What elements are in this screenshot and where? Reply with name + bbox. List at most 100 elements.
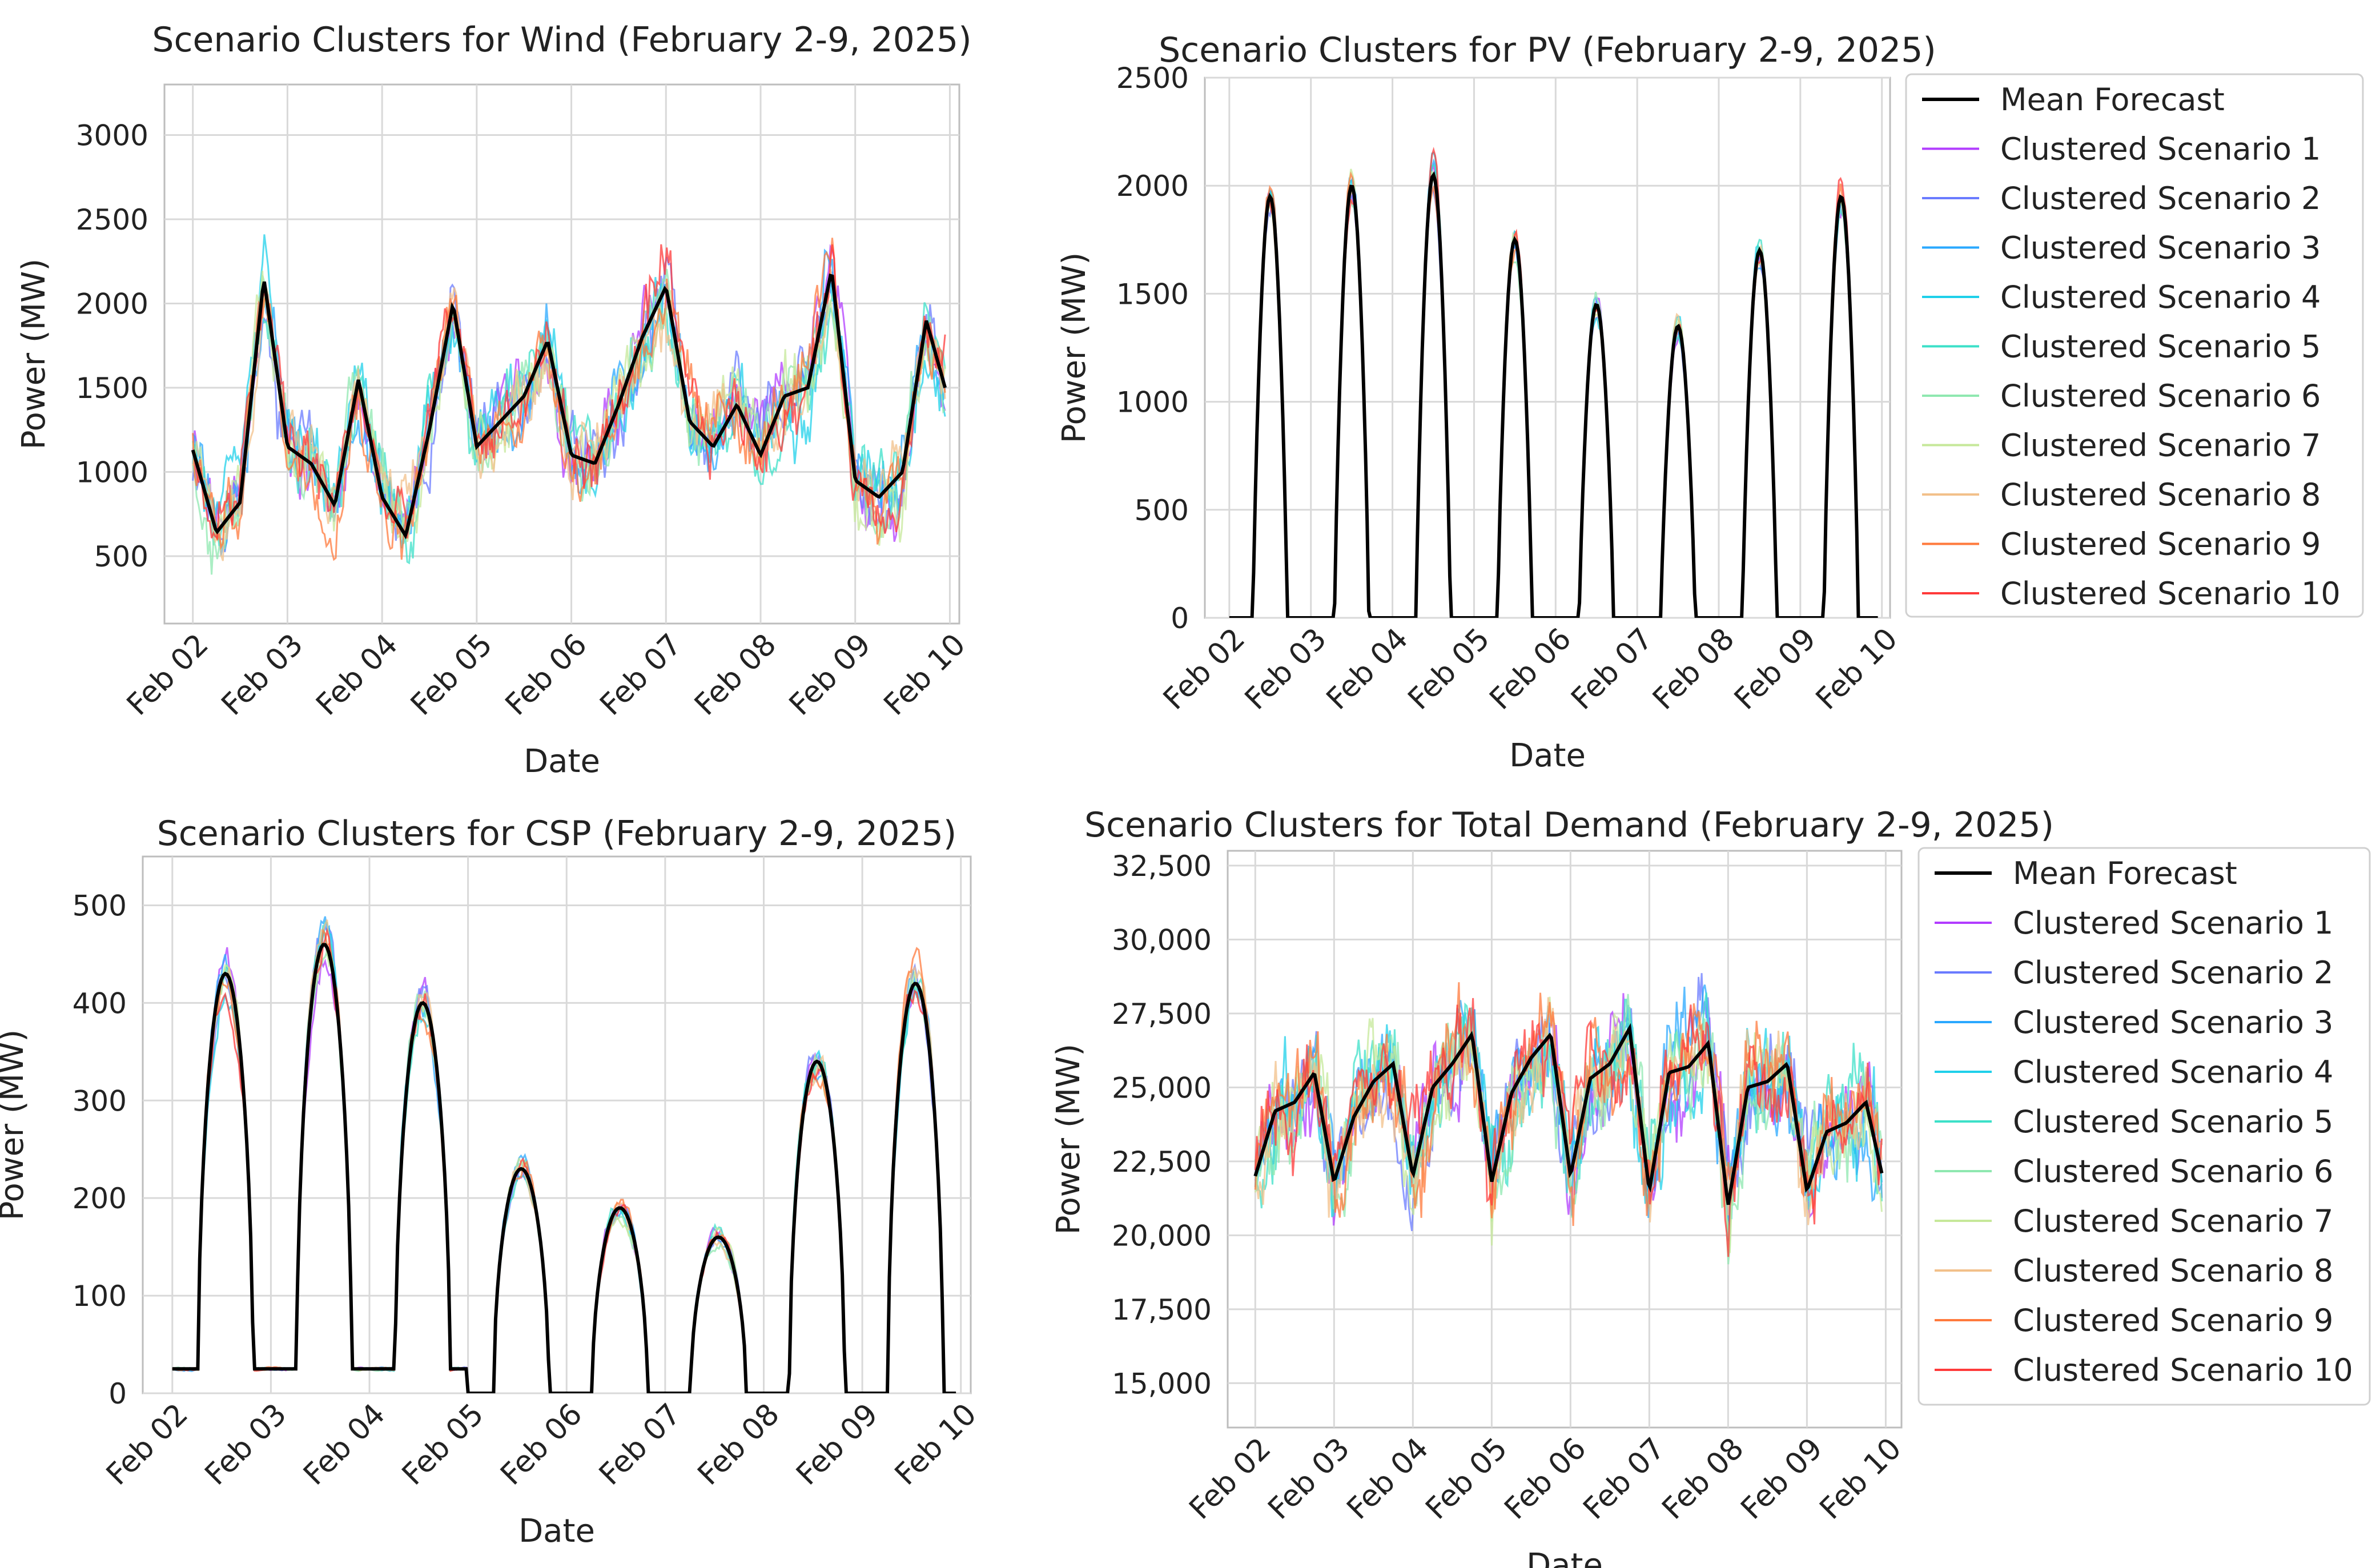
wind-xtick-label: Feb 07	[593, 628, 688, 722]
pv-ytick-label: 1000	[1116, 386, 1189, 419]
demand-legend: Mean Forecast Clustered Scenario 1 Cluster…	[1917, 847, 2371, 1406]
csp-plot-area	[142, 855, 972, 1394]
demand-legend-label: Clustered Scenario 1	[2013, 905, 2333, 941]
pv-mean-forecast-line	[1229, 171, 1878, 618]
demand-ytick-label: 17,500	[1112, 1293, 1212, 1326]
csp-ytick-label: 300	[73, 1084, 127, 1117]
pv-legend-label: Clustered Scenario 3	[2000, 230, 2321, 266]
wind-series-group	[191, 234, 947, 575]
demand-ytick-label: 27,500	[1112, 998, 1212, 1031]
pv-legend-label: Clustered Scenario 9	[2000, 526, 2321, 562]
csp-xlabel: Date	[518, 1513, 595, 1550]
wind-xtick-label: Feb 08	[688, 628, 783, 722]
demand-legend-label: Clustered Scenario 5	[2013, 1104, 2333, 1140]
pv-ytick-label: 0	[1171, 602, 1189, 635]
pv-legend-label: Clustered Scenario 10	[2000, 576, 2341, 612]
pv-legend-label: Clustered Scenario 8	[2000, 477, 2321, 513]
demand-ylabel: Power (MW)	[1050, 1044, 1087, 1235]
wind-ytick-label: 1000	[76, 456, 148, 489]
pv-legend-label: Clustered Scenario 7	[2000, 428, 2321, 464]
demand-xtick-label: Feb 02	[1183, 1432, 1277, 1526]
demand-legend-label: Clustered Scenario 8	[2013, 1253, 2333, 1289]
pv-series-group	[1229, 147, 1878, 618]
wind-xlabel: Date	[524, 743, 600, 780]
wind-plot-area	[163, 83, 960, 625]
demand-xtick-label: Feb 10	[1814, 1432, 1908, 1526]
demand-legend-label: Clustered Scenario 4	[2013, 1054, 2333, 1090]
pv-legend: Mean Forecast Clustered Scenario 1 Cluster…	[1905, 73, 2364, 618]
csp-xtick-label: Feb 03	[199, 1397, 294, 1492]
csp-ytick-label: 0	[108, 1377, 127, 1410]
pv-xtick-label: Feb 04	[1320, 622, 1415, 717]
csp-ytick-label: 100	[73, 1280, 127, 1313]
wind-xtick-label: Feb 09	[783, 628, 878, 722]
pv-xtick-label: Feb 07	[1565, 622, 1659, 717]
wind-xtick-label: Feb 05	[404, 628, 499, 722]
pv-xtick-label: Feb 09	[1728, 622, 1823, 717]
demand-title: Scenario Clusters for Total Demand (Febr…	[1084, 805, 2054, 845]
wind-ytick-label: 2500	[76, 203, 148, 236]
pv-legend-label: Clustered Scenario 2	[2000, 180, 2321, 216]
csp-xtick-label: Feb 05	[396, 1397, 491, 1492]
csp-xtick-label: Feb 04	[297, 1397, 392, 1492]
wind-mean-forecast-line	[191, 273, 947, 540]
demand-series-group	[1253, 973, 1884, 1265]
wind-xtick-label: Feb 02	[120, 628, 215, 722]
wind-xtick-label: Feb 10	[878, 628, 972, 722]
wind-xtick-label: Feb 04	[309, 628, 404, 722]
pv-ylabel: Power (MW)	[1056, 252, 1093, 444]
demand-xtick-label: Feb 08	[1656, 1432, 1751, 1526]
demand-ytick-label: 25,000	[1112, 1071, 1212, 1104]
pv-xtick-label: Feb 06	[1483, 622, 1578, 717]
wind-ylabel: Power (MW)	[15, 259, 53, 450]
demand-legend-label: Mean Forecast	[2013, 855, 2237, 891]
wind-ytick-label: 1500	[76, 372, 148, 405]
csp-xtick-label: Feb 10	[889, 1397, 983, 1492]
demand-mean-forecast-line	[1253, 1023, 1884, 1205]
pv-title: Scenario Clusters for PV (February 2-9, …	[1159, 30, 1936, 70]
wind-ytick-label: 3000	[76, 119, 148, 152]
pv-legend-label: Clustered Scenario 1	[2000, 131, 2321, 167]
csp-xtick-label: Feb 06	[494, 1397, 589, 1492]
demand-scenario-10-line	[1254, 998, 1883, 1257]
csp-mean-forecast-line	[172, 943, 956, 1393]
demand-legend-label: Clustered Scenario 10	[2013, 1352, 2353, 1388]
demand-ytick-label: 15,000	[1112, 1367, 1212, 1400]
wind-xtick-label: Feb 03	[215, 628, 310, 722]
pv-legend-label: Mean Forecast	[2000, 82, 2225, 118]
pv-legend-label: Clustered Scenario 5	[2000, 329, 2321, 365]
csp-xtick-label: Feb 02	[100, 1397, 195, 1492]
csp-chart: 0 100 200 300 400 500 Feb 02 Feb 03 Feb 04 Feb 05…	[0, 814, 983, 1550]
csp-title: Scenario Clusters for CSP (February 2-9,…	[157, 814, 957, 854]
csp-xtick-label: Feb 07	[593, 1397, 688, 1492]
wind-ytick-label: 2000	[76, 288, 148, 321]
wind-scenario-9-line	[192, 238, 946, 561]
demand-xtick-label: Feb 03	[1262, 1432, 1357, 1526]
csp-series-group	[172, 916, 956, 1393]
demand-legend-label: Clustered Scenario 3	[2013, 1004, 2333, 1040]
csp-xtick-label: Feb 08	[692, 1397, 786, 1492]
wind-scenario-8-line	[192, 269, 946, 561]
demand-legend-label: Clustered Scenario 7	[2013, 1203, 2333, 1239]
demand-legend-frame	[1917, 847, 2371, 1406]
pv-ytick-label: 2500	[1116, 62, 1189, 95]
pv-legend-label: Clustered Scenario 6	[2000, 378, 2321, 414]
demand-xlabel: Date	[1526, 1547, 1603, 1568]
pv-plot-area	[1204, 77, 1891, 619]
csp-xtick-label: Feb 09	[790, 1397, 885, 1492]
csp-ylabel: Power (MW)	[0, 1030, 31, 1221]
demand-ytick-label: 20,000	[1112, 1219, 1212, 1252]
demand-legend-label: Clustered Scenario 9	[2013, 1302, 2333, 1338]
demand-xtick-label: Feb 07	[1577, 1432, 1672, 1526]
csp-ytick-label: 400	[73, 987, 127, 1020]
wind-xtick-label: Feb 06	[499, 628, 594, 722]
wind-ytick-label: 500	[94, 540, 148, 573]
demand-ytick-label: 30,000	[1112, 923, 1212, 956]
pv-xtick-label: Feb 08	[1646, 622, 1741, 717]
demand-ytick-label: 22,500	[1112, 1145, 1212, 1179]
pv-ytick-label: 1500	[1116, 278, 1189, 311]
